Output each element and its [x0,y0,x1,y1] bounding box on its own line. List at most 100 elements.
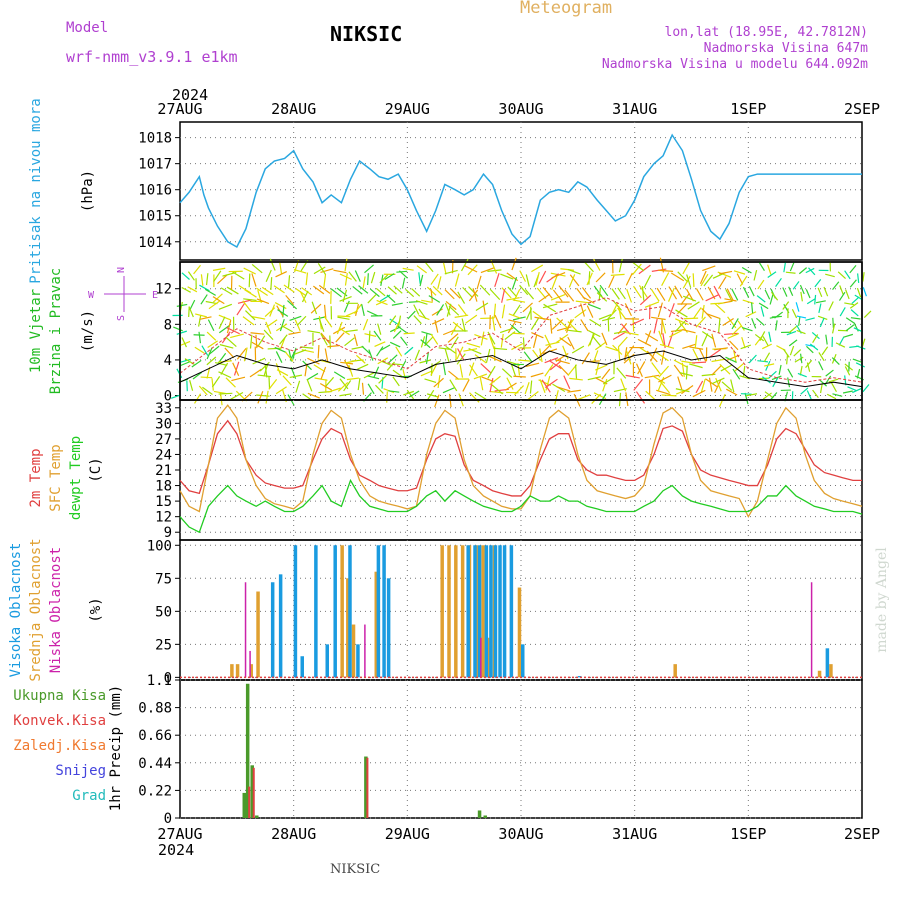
wind-arrow [711,333,717,348]
wind-arrow [849,279,857,288]
pressure-line [179,133,862,249]
wind-arrow [337,382,349,392]
wind-arrow [731,325,742,336]
wind-arrow [705,294,719,302]
wind-arrow [596,292,608,302]
temp-line-dewpt [179,478,863,534]
wind-arrow [591,393,602,404]
wind-arrow [656,287,666,301]
wind-arrow [550,294,566,301]
wind-arrow [757,360,768,363]
wind-arrow [682,261,691,275]
wind-arrow [714,302,726,314]
wind-arrow [446,303,452,317]
wind-arrow [176,330,187,335]
high-cloud-bar-19 [502,545,507,678]
wind-arrow [368,349,374,361]
wind-arrow [339,295,352,302]
wind-arrow [633,285,642,299]
wind-arrow [304,363,308,377]
wind-arrow [364,264,374,274]
wind-arrow [244,289,257,298]
wind-arrow [327,344,341,348]
wind-arrow [306,372,319,381]
wind-arrow [351,346,364,350]
wind-arrow [391,302,403,306]
wind-arrow [796,315,807,319]
high-cloud-bar-21 [521,644,525,678]
wind-arrow [296,315,307,326]
wind-arrow [230,333,244,339]
wind-arrow [444,269,458,275]
wind-arrow [741,337,746,349]
wind-arrow [392,369,403,377]
wind-arrow [742,286,750,298]
wind-arrow [683,317,699,320]
wind-arrow [267,347,281,350]
wind-arrow [251,273,257,287]
high-cloud-bar-15 [484,545,489,678]
wind-arrow [713,285,722,299]
wind-arrow [489,288,501,301]
wind-arrow [556,317,568,329]
wind-arrow [645,332,659,342]
wind-arrow [358,285,369,294]
wind-arrow [323,304,327,319]
wind-arrow [675,318,689,326]
wind-arrow [814,294,817,305]
wind-arrow [418,308,427,320]
wind-arrow [673,364,684,377]
wind-arrow [850,309,859,317]
wind-arrow [798,267,808,275]
wind-arrow [737,320,745,331]
wind-arrow [189,379,194,391]
wind-arrow [839,285,844,296]
wind-arrow [658,269,674,273]
wind-arrow [587,303,601,310]
wind-arrow [763,352,771,363]
wind-arrow [702,265,716,272]
wind-arrow [762,392,772,400]
wind-arrow [375,299,387,306]
wind-arrow [618,305,622,320]
temp-unit: (C) [88,457,104,482]
wind-arrow [411,288,421,297]
wind-arrow [599,284,609,297]
wind-arrow [826,393,837,400]
wind-arrow [198,315,202,327]
wind-arrow [418,272,421,284]
wind-arrow [249,368,262,378]
wind-arrow [630,318,645,326]
wind-arrow [418,314,430,321]
wind-arrow [800,291,803,302]
wind-arrow [617,347,621,361]
high-cloud-bar-5 [325,644,329,678]
model-label: Model [66,20,109,36]
wind-arrow [424,378,437,384]
wind-arrow [474,354,487,364]
wind-arrow [819,383,823,394]
wind-arrow [805,289,811,299]
wind-arrow [452,321,464,332]
wind-arrow [624,303,632,316]
wind-arrow [224,347,235,359]
wind-arrow [568,274,576,288]
wind-arrow [682,275,691,289]
wind-ytick-1: 4 [164,353,172,369]
wind-arrow [612,299,622,311]
wind-arrow [681,385,694,395]
wind-arrow [222,271,237,277]
wind-arrow [778,364,782,375]
wind-arrow [248,273,251,288]
wind-arrow [727,316,737,329]
wind-arrow [437,276,442,289]
wind-arrow [237,299,252,304]
wind-arrow [611,302,619,316]
mid-cloud-bar-18 [673,664,677,678]
wind-arrow [218,371,232,379]
wind-arrow [677,376,683,391]
wind-arrow [799,353,803,364]
wind-arrow [489,377,494,393]
wind-arrow [504,382,517,391]
